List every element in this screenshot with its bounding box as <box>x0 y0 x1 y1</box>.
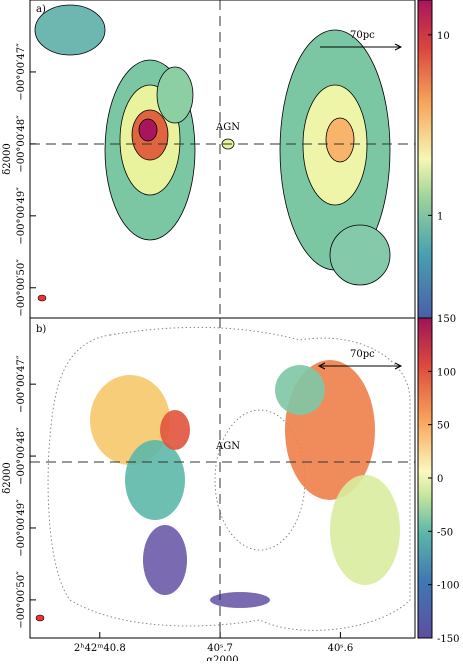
scale-bar-label: 70pc <box>350 349 375 360</box>
scale-bar-label: 70pc <box>350 30 375 41</box>
colorbar-tick-label: -150 <box>437 634 459 645</box>
colorbar-tick-label: 100 <box>437 367 456 378</box>
panel-label: b) <box>36 324 46 335</box>
map-a <box>34 4 391 302</box>
annotation: AGN <box>215 122 240 133</box>
panel-frame <box>29 317 416 639</box>
colorbar-tick-label: 150 <box>437 314 456 325</box>
colorbar-tick-label: -50 <box>437 527 453 538</box>
annotation: AGN <box>215 441 240 452</box>
colorbar-tick-label: 0 <box>437 474 443 485</box>
y-tick-label: −00°00′49″ <box>16 187 27 245</box>
y-tick-label: −00°00′47″ <box>16 43 27 101</box>
y-tick-label: −00°00′49″ <box>16 499 27 557</box>
x-tick-label: 2ʰ42ᵐ40.8 <box>74 643 126 654</box>
colorbar-tick-label: 10 <box>437 31 450 42</box>
colorbar-tick-label: 1 <box>437 211 443 222</box>
x-axis-label: α2000 <box>206 655 238 661</box>
x-tick-label: 40ˢ.6 <box>328 643 354 654</box>
colorbar-tick-label: -100 <box>437 581 459 592</box>
y-tick-label: −00°00′48″ <box>16 115 27 173</box>
y-tick-label: −00°00′50″ <box>16 259 27 317</box>
y-tick-label: −00°00′48″ <box>16 427 27 485</box>
colorbar <box>417 0 433 319</box>
x-tick-label: 40ˢ.7 <box>207 643 233 654</box>
colorbar-tick-label: 50 <box>437 421 450 432</box>
y-axis-label: δ2000 <box>2 462 13 493</box>
y-tick-label: −00°00′47″ <box>16 355 27 413</box>
scale-bars <box>317 43 403 370</box>
crosshair <box>30 0 415 638</box>
y-tick-label: −00°00′50″ <box>16 571 27 629</box>
map-b <box>35 326 411 631</box>
panel-label: a) <box>36 4 46 15</box>
y-axis-label: δ2000 <box>2 143 13 174</box>
